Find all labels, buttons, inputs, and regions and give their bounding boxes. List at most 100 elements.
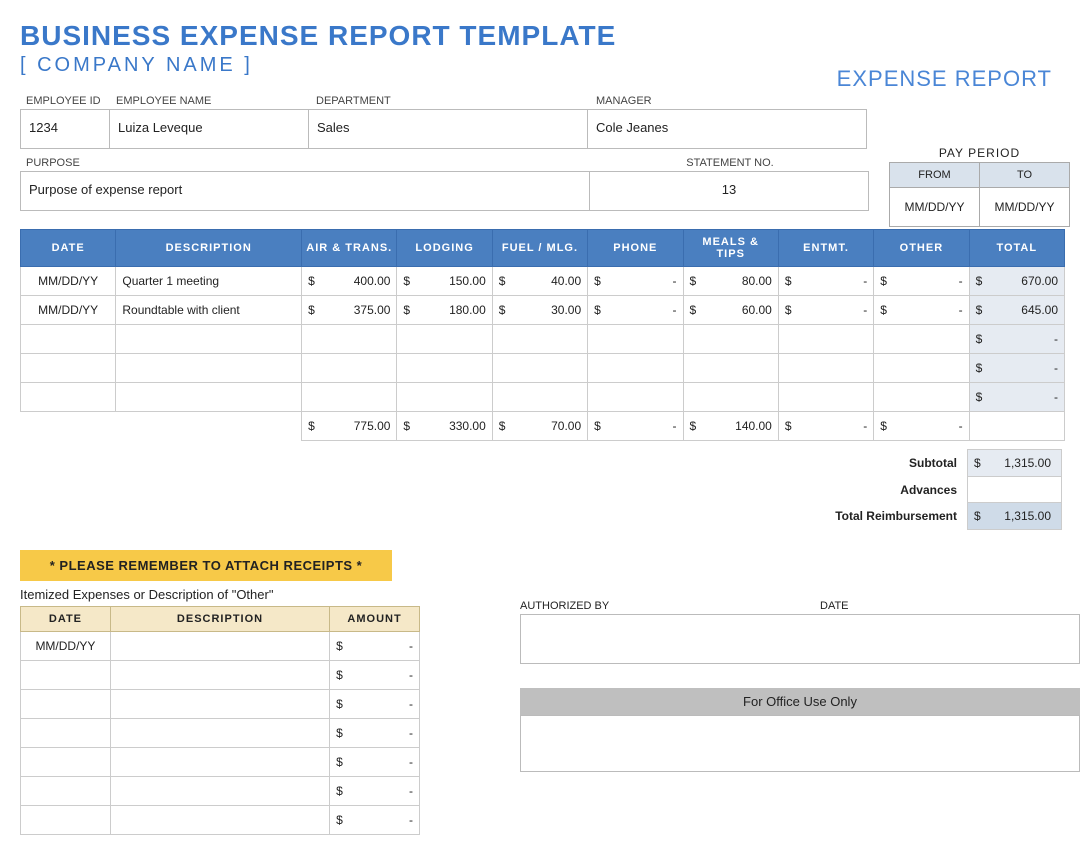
table-cell[interactable]: $645.00 <box>969 296 1064 325</box>
itemized-amount[interactable]: $- <box>330 719 420 748</box>
pp-from-field[interactable]: MM/DD/YY <box>890 188 980 227</box>
remember-banner: * PLEASE REMEMBER TO ATTACH RECEIPTS * <box>20 550 392 581</box>
table-cell[interactable] <box>397 354 492 383</box>
table-cell[interactable] <box>874 383 969 412</box>
table-cell[interactable] <box>21 383 116 412</box>
emp-name-field[interactable]: Luiza Leveque <box>110 109 309 149</box>
table-cell[interactable] <box>492 354 587 383</box>
itemized-desc[interactable] <box>110 661 329 690</box>
stmt-label: STATEMENT NO. <box>590 153 870 171</box>
table-cell[interactable] <box>588 383 683 412</box>
advances-value[interactable] <box>968 477 1062 503</box>
tot-fuel: $70.00 <box>492 412 587 441</box>
table-cell[interactable] <box>683 325 778 354</box>
table-cell[interactable] <box>116 383 302 412</box>
itemized-date[interactable] <box>21 690 111 719</box>
table-cell[interactable] <box>302 325 397 354</box>
table-cell[interactable] <box>21 354 116 383</box>
table-cell[interactable] <box>397 325 492 354</box>
table-cell[interactable]: $- <box>969 383 1064 412</box>
itemized-date[interactable]: MM/DD/YY <box>21 632 111 661</box>
itemized-amount[interactable]: $- <box>330 777 420 806</box>
col-total: TOTAL <box>969 230 1064 267</box>
table-cell[interactable]: $- <box>874 267 969 296</box>
table-cell[interactable] <box>874 325 969 354</box>
itemized-date[interactable] <box>21 719 111 748</box>
emp-name-label: EMPLOYEE NAME <box>110 91 310 109</box>
table-cell[interactable] <box>683 354 778 383</box>
table-cell[interactable]: $375.00 <box>302 296 397 325</box>
pp-to-field[interactable]: MM/DD/YY <box>980 188 1070 227</box>
itemized-desc[interactable] <box>110 690 329 719</box>
itemized-desc[interactable] <box>110 632 329 661</box>
pay-period-block: PAY PERIOD FROM TO MM/DD/YY MM/DD/YY <box>889 146 1070 227</box>
table-cell[interactable] <box>116 354 302 383</box>
itemized-desc[interactable] <box>110 748 329 777</box>
itemized-desc[interactable] <box>110 806 329 835</box>
tot-total <box>969 412 1064 441</box>
table-cell[interactable]: $400.00 <box>302 267 397 296</box>
itemized-desc[interactable] <box>110 719 329 748</box>
stmt-field[interactable]: 13 <box>590 171 869 211</box>
table-cell[interactable] <box>683 383 778 412</box>
tot-lodging: $330.00 <box>397 412 492 441</box>
table-cell[interactable]: Roundtable with client <box>116 296 302 325</box>
itemized-amount[interactable]: $- <box>330 690 420 719</box>
table-cell[interactable]: $60.00 <box>683 296 778 325</box>
table-cell[interactable]: $30.00 <box>492 296 587 325</box>
report-label: EXPENSE REPORT <box>837 66 1052 92</box>
tot-ent: $- <box>778 412 873 441</box>
auth-box[interactable] <box>520 614 1080 664</box>
table-cell[interactable] <box>778 325 873 354</box>
itemized-date[interactable] <box>21 777 111 806</box>
table-cell[interactable]: $40.00 <box>492 267 587 296</box>
table-cell[interactable]: $670.00 <box>969 267 1064 296</box>
auth-by-label: AUTHORIZED BY <box>520 600 820 612</box>
itemized-amount[interactable]: $- <box>330 632 420 661</box>
table-cell[interactable] <box>874 354 969 383</box>
emp-id-field[interactable]: 1234 <box>20 109 110 149</box>
table-cell[interactable] <box>588 325 683 354</box>
table-cell[interactable]: $- <box>588 296 683 325</box>
table-cell[interactable]: $- <box>778 267 873 296</box>
table-cell[interactable] <box>492 325 587 354</box>
table-cell[interactable]: MM/DD/YY <box>21 296 116 325</box>
table-cell[interactable]: $- <box>969 325 1064 354</box>
itemized-desc[interactable] <box>110 777 329 806</box>
table-cell[interactable] <box>778 354 873 383</box>
itemized-amount[interactable]: $- <box>330 806 420 835</box>
auth-block: AUTHORIZED BY DATE For Office Use Only <box>520 600 1080 772</box>
itemized-date[interactable] <box>21 748 111 777</box>
table-cell[interactable] <box>397 383 492 412</box>
table-cell[interactable] <box>302 354 397 383</box>
itemized-amount[interactable]: $- <box>330 661 420 690</box>
table-cell[interactable]: $- <box>588 267 683 296</box>
table-cell[interactable] <box>778 383 873 412</box>
itemized-date[interactable] <box>21 806 111 835</box>
table-cell[interactable]: $150.00 <box>397 267 492 296</box>
table-cell[interactable] <box>302 383 397 412</box>
table-cell[interactable] <box>116 325 302 354</box>
pp-to-label: TO <box>980 163 1070 188</box>
table-cell[interactable]: $- <box>778 296 873 325</box>
manager-field[interactable]: Cole Jeanes <box>588 109 867 149</box>
itemized-date[interactable] <box>21 661 111 690</box>
table-cell[interactable]: Quarter 1 meeting <box>116 267 302 296</box>
table-cell[interactable] <box>588 354 683 383</box>
dept-field[interactable]: Sales <box>309 109 588 149</box>
table-cell[interactable]: $80.00 <box>683 267 778 296</box>
table-cell[interactable]: MM/DD/YY <box>21 267 116 296</box>
tot-phone: $- <box>588 412 683 441</box>
table-cell[interactable] <box>492 383 587 412</box>
tot-other: $- <box>874 412 969 441</box>
col-ent: ENTMT. <box>778 230 873 267</box>
table-cell[interactable]: $180.00 <box>397 296 492 325</box>
table-cell[interactable]: $- <box>969 354 1064 383</box>
purpose-field[interactable]: Purpose of expense report <box>20 171 590 211</box>
subtotal-label: Subtotal <box>767 450 968 477</box>
itemized-amount[interactable]: $- <box>330 748 420 777</box>
emp-id-label: EMPLOYEE ID <box>20 91 110 109</box>
table-cell[interactable] <box>21 325 116 354</box>
table-cell[interactable]: $- <box>874 296 969 325</box>
office-box[interactable] <box>520 715 1080 772</box>
